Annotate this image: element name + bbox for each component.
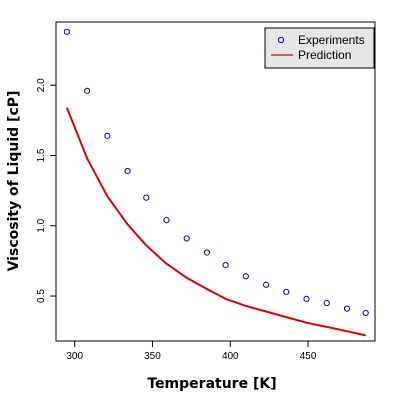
experiment-point [84,87,91,94]
experiment-point [222,262,229,269]
y-tick-label: 1.0 [36,218,47,232]
experiment-point [262,281,270,288]
experiment-point [343,305,351,312]
experiment-point [323,299,330,307]
x-tick-label: 400 [222,351,239,362]
legend-label-prediction: Prediction [298,48,351,62]
x-tick-label: 350 [144,351,161,362]
experiment-point [183,235,190,242]
x-tick-label: 300 [66,351,83,362]
experiment-point [242,273,249,280]
y-tick-label: 2.0 [36,78,47,92]
plot-frame [55,21,376,342]
experiment-point [163,217,170,224]
legend-box [264,27,375,69]
experiment-point [124,167,131,175]
y-axis-title: Viscosity of Liquid [cP] [6,91,22,272]
experiment-point [104,132,111,139]
experiment-point [303,295,310,302]
legend: Experiments Prediction [264,27,375,69]
legend-marker-experiments [277,36,285,44]
experiment-point [203,249,211,256]
series-layer [63,28,369,337]
experiment-point [143,194,150,201]
legend-label-experiments: Experiments [298,33,365,47]
experiment-point [283,288,290,295]
x-axis-title: Temperature [K] [147,376,276,392]
experiment-point [63,28,70,35]
prediction-line [65,107,366,337]
y-axis: 0.5 1.0 1.5 2.0 [36,78,56,303]
y-tick-label: 0.5 [36,289,47,303]
experiment-point [362,309,369,316]
x-tick-label: 450 [300,351,317,362]
x-axis: 300 350 400 450 [66,341,317,362]
y-tick-label: 1.5 [36,148,47,162]
